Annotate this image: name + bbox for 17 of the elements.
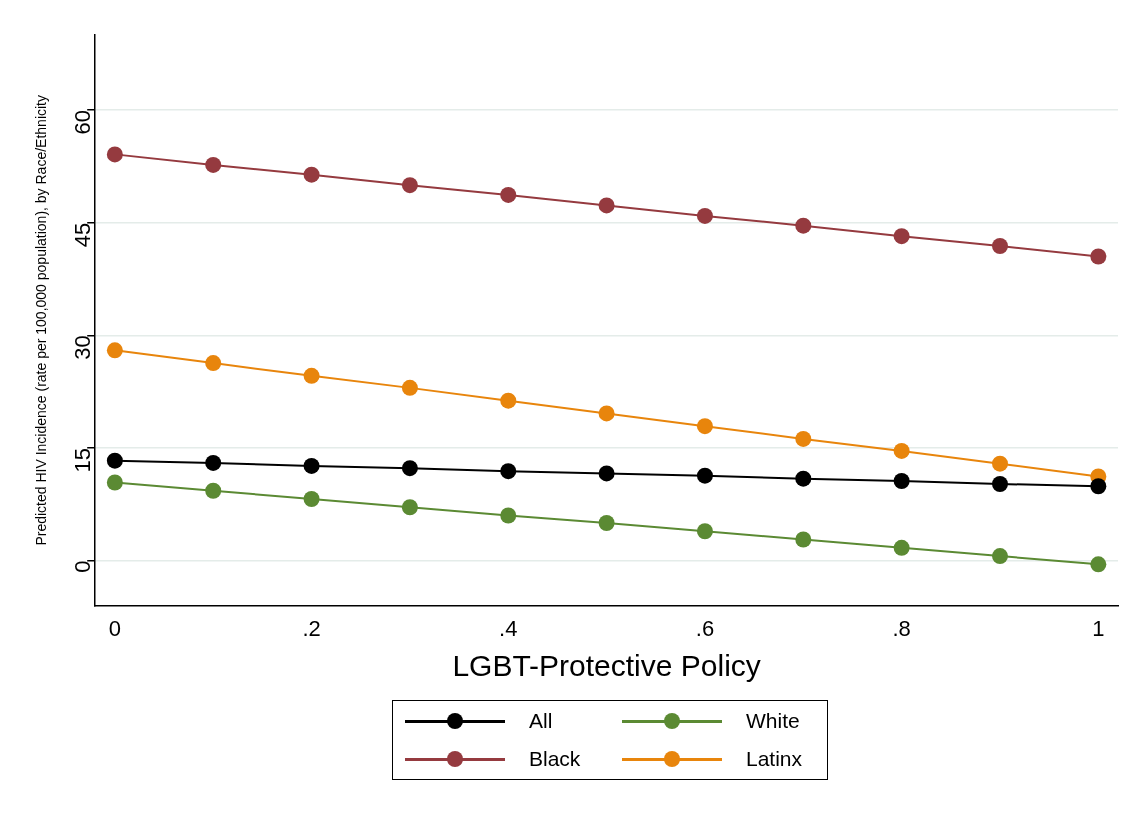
legend-label: Black — [529, 747, 581, 771]
x-tick-label: .2 — [302, 615, 321, 641]
y-tick-label: 60 — [70, 110, 96, 135]
legend-label: White — [746, 709, 800, 733]
y-tick-label: 45 — [70, 222, 96, 248]
x-tick-label: 1 — [1092, 615, 1105, 641]
x-tick-label: .4 — [499, 615, 518, 641]
y-tick-label: 15 — [70, 447, 96, 473]
x-tick-label: .6 — [695, 615, 715, 641]
x-tick-label: .8 — [892, 615, 911, 641]
y-tick-label: 0 — [70, 560, 96, 573]
y-axis-title: Predicted HIV Incidence (rate per 100,000 population), by Race/Ethnicity — [33, 95, 50, 546]
y-tick-label: 30 — [70, 335, 96, 360]
legend-label: Latinx — [746, 747, 803, 771]
x-axis-title: LGBT-Protective Policy — [452, 649, 761, 683]
legend-label: All — [529, 709, 553, 733]
x-tick-label: 0 — [108, 615, 121, 641]
